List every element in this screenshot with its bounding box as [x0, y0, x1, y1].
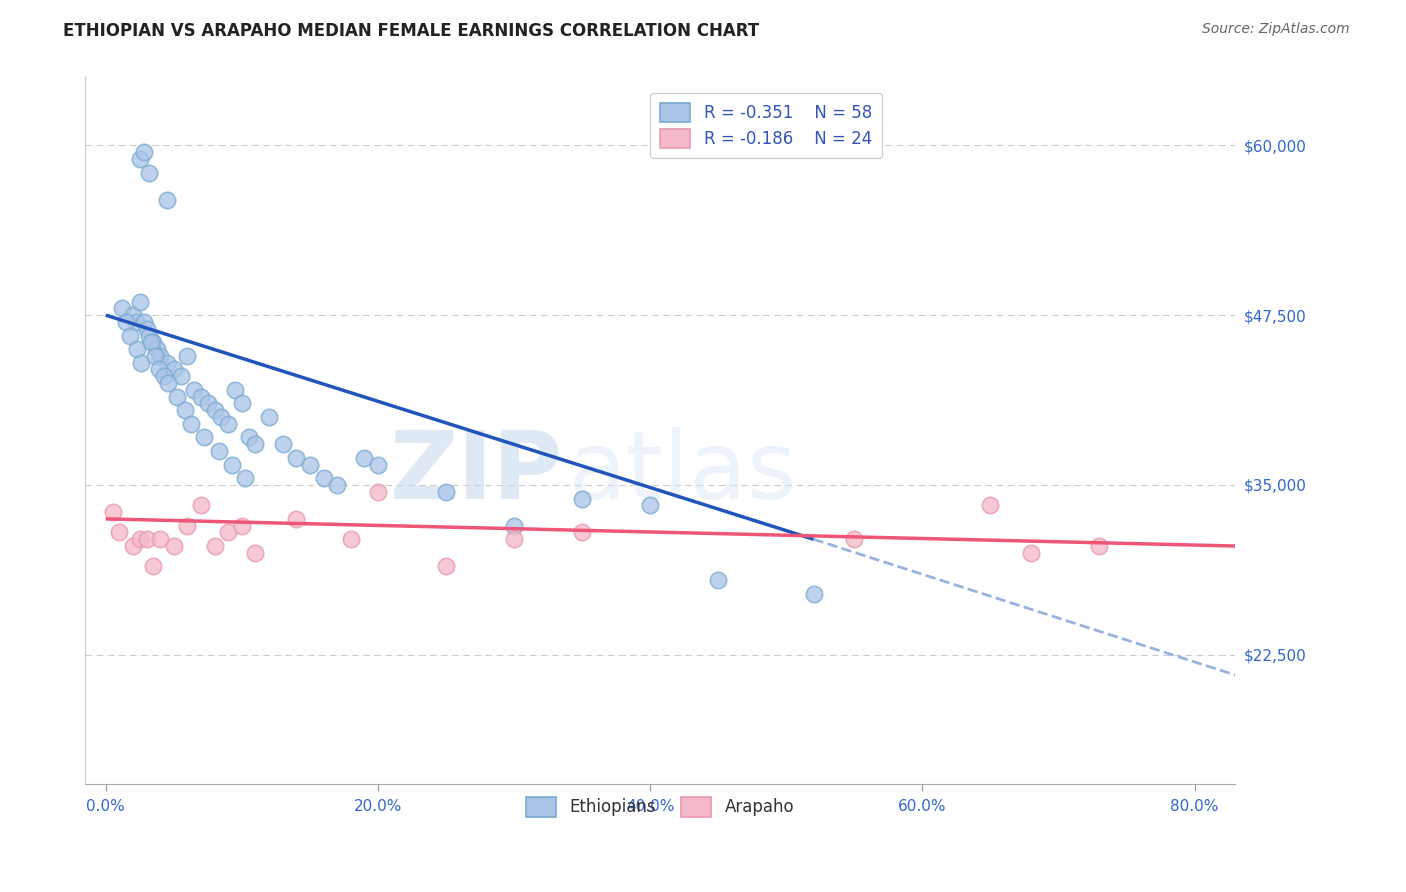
Point: [312, 471, 335, 485]
Point: [245, 437, 267, 451]
Point: [326, 478, 349, 492]
Point: [183, 383, 205, 397]
Point: [101, 505, 124, 519]
Point: [135, 533, 157, 547]
Point: [142, 559, 165, 574]
Point: [285, 450, 308, 465]
Point: [339, 533, 361, 547]
Point: [129, 356, 152, 370]
Point: [138, 328, 160, 343]
Point: [803, 586, 825, 600]
Point: [298, 458, 321, 472]
Point: [163, 362, 186, 376]
Point: [149, 349, 172, 363]
Point: [367, 458, 389, 472]
Point: [176, 518, 198, 533]
Point: [503, 518, 526, 533]
Point: [122, 539, 145, 553]
Point: [208, 444, 231, 458]
Point: [169, 369, 191, 384]
Point: [503, 533, 526, 547]
Point: [111, 301, 134, 316]
Point: [120, 328, 142, 343]
Point: [173, 403, 195, 417]
Point: [135, 322, 157, 336]
Point: [638, 498, 661, 512]
Point: [146, 342, 169, 356]
Point: [231, 396, 253, 410]
Point: [138, 165, 160, 179]
Point: [353, 450, 375, 465]
Legend: Ethiopians, Arapaho: Ethiopians, Arapaho: [517, 789, 803, 825]
Point: [434, 484, 457, 499]
Point: [125, 315, 148, 329]
Point: [221, 458, 243, 472]
Point: [367, 484, 389, 499]
Point: [217, 417, 239, 431]
Point: [190, 390, 212, 404]
Point: [285, 512, 308, 526]
Point: [143, 349, 166, 363]
Text: Source: ZipAtlas.com: Source: ZipAtlas.com: [1202, 22, 1350, 37]
Point: [128, 533, 150, 547]
Point: [217, 525, 239, 540]
Point: [204, 539, 226, 553]
Point: [844, 533, 866, 547]
Point: [166, 390, 188, 404]
Text: atlas: atlas: [568, 427, 797, 519]
Point: [115, 315, 138, 329]
Point: [204, 403, 226, 417]
Point: [128, 294, 150, 309]
Point: [979, 498, 1001, 512]
Point: [571, 491, 593, 506]
Point: [139, 335, 162, 350]
Point: [128, 152, 150, 166]
Point: [707, 573, 730, 587]
Point: [271, 437, 294, 451]
Point: [142, 335, 165, 350]
Point: [190, 498, 212, 512]
Point: [434, 559, 457, 574]
Point: [257, 409, 280, 424]
Text: ZIP: ZIP: [389, 427, 562, 519]
Point: [122, 308, 145, 322]
Point: [1019, 546, 1042, 560]
Point: [571, 525, 593, 540]
Point: [209, 409, 232, 424]
Point: [245, 546, 267, 560]
Point: [125, 342, 148, 356]
Point: [238, 430, 260, 444]
Point: [132, 315, 155, 329]
Point: [153, 369, 176, 384]
Point: [224, 383, 246, 397]
Point: [108, 525, 131, 540]
Point: [231, 518, 253, 533]
Point: [157, 376, 180, 390]
Point: [156, 193, 179, 207]
Point: [197, 396, 219, 410]
Point: [233, 471, 256, 485]
Point: [180, 417, 202, 431]
Point: [132, 145, 155, 160]
Point: [176, 349, 198, 363]
Point: [149, 533, 172, 547]
Point: [193, 430, 215, 444]
Text: ETHIOPIAN VS ARAPAHO MEDIAN FEMALE EARNINGS CORRELATION CHART: ETHIOPIAN VS ARAPAHO MEDIAN FEMALE EARNI…: [63, 22, 759, 40]
Point: [148, 362, 170, 376]
Point: [1088, 539, 1111, 553]
Point: [163, 539, 186, 553]
Point: [156, 356, 179, 370]
